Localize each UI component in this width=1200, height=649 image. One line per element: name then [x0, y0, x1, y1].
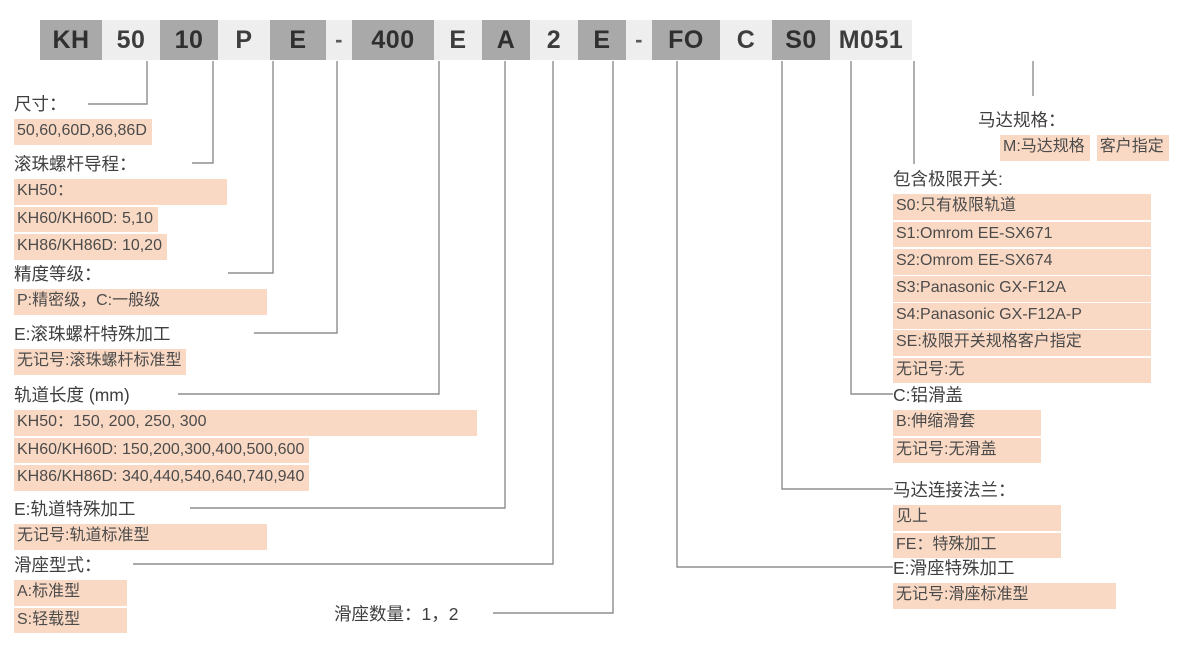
annotation-limit-switch-heading: 包含极限开关:: [893, 169, 1003, 189]
leader-ballscrew-lead: [192, 61, 214, 164]
annotation-limit-switch-row-6: 无记号:无: [893, 357, 1151, 384]
annotation-slider-type-row-1: S:轻载型: [14, 607, 127, 634]
leader-accuracy: [228, 61, 274, 274]
annotation-slider-type-row-0: A:标准型: [14, 580, 127, 607]
code-cell-8: A: [482, 20, 530, 60]
code-cell-11: -: [626, 20, 652, 60]
code-cell-14: S0: [772, 20, 830, 60]
annotation-limit-switch-row-2: S2:Omrom EE-SX674: [893, 248, 1151, 275]
code-cell-12: FO: [652, 20, 720, 60]
code-cell-15: M051: [830, 20, 912, 60]
code-cell-2: 10: [160, 20, 218, 60]
annotation-motor-spec-row-1: 客户指定: [1096, 135, 1169, 162]
code-cell-9: 2: [530, 20, 578, 60]
leader-slider-qty: [493, 61, 614, 614]
annotation-ballscrew-special-heading: E:滚珠螺杆特殊加工: [14, 324, 171, 344]
annotation-limit-switch-row-4: S4:Panasonic GX-F12A-P: [893, 303, 1151, 329]
model-code-bar: KH 50 10 P E -400 E A 2 E - FO C S0 M051: [40, 20, 912, 60]
annotation-accuracy-grade: 精度等级： P:精密级，C:一般级: [14, 262, 267, 317]
annotation-cover-type-heading: C:铝滑盖: [893, 385, 963, 405]
annotation-ballscrew-lead-row-2: KH86/KH86D: 10,20: [14, 233, 167, 260]
annotation-rail-length-heading: 轨道长度 (mm): [14, 385, 130, 405]
annotation-ballscrew-special: E:滚珠螺杆特殊加工 无记号:滚珠螺杆标准型: [14, 322, 187, 377]
annotation-motor-flange: 马达连接法兰： 见上 FE：特殊加工: [893, 478, 1061, 560]
annotation-ballscrew-lead-row-0: KH50：: [14, 179, 227, 206]
annotation-accuracy-grade-row-0: P:精密级，C:一般级: [14, 289, 267, 316]
annotation-limit-switch-row-5: SE:极限开关规格客户指定: [893, 330, 1151, 357]
annotation-size-row-0: 50,60,60D,86,86D: [14, 119, 152, 146]
annotation-rail-length-row-0: KH50：150, 200, 250, 300: [14, 410, 477, 437]
annotation-ballscrew-lead: 滚珠螺杆导程： KH50： KH60/KH60D: 5,10 KH86/KH86…: [14, 152, 227, 261]
annotation-limit-switch-row-3: S3:Panasonic GX-F12A: [893, 276, 1151, 302]
annotation-cover-type: C:铝滑盖 B:伸缩滑套 无记号:无滑盖: [893, 383, 1041, 465]
annotation-limit-switch-row-0: S0:只有极限轨道: [893, 194, 1151, 221]
code-cell-10: E: [578, 20, 626, 60]
annotation-rail-length: 轨道长度 (mm) KH50：150, 200, 250, 300 KH60/K…: [14, 383, 477, 492]
annotation-size: 尺寸： 50,60,60D,86,86D: [14, 92, 152, 147]
annotation-rail-special: E:轨道特殊加工 无记号:轨道标准型: [14, 497, 267, 552]
annotation-ballscrew-special-row-0: 无记号:滚珠螺杆标准型: [14, 349, 187, 376]
leader-slider-special: [676, 61, 893, 568]
annotation-slider-special-row-0: 无记号:滑座标准型: [893, 583, 1116, 610]
annotation-rail-length-row-1: KH60/KH60D: 150,200,300,400,500,600: [14, 437, 310, 464]
code-cell-6: 400: [352, 20, 434, 60]
annotation-rail-length-row-2: KH86/KH86D: 340,440,540,640,740,940: [14, 464, 310, 491]
leader-cover-type: [850, 61, 893, 395]
annotation-motor-flange-heading: 马达连接法兰：: [893, 480, 1016, 500]
annotation-slider-qty: 滑座数量：1，2: [334, 602, 458, 629]
annotation-slider-special-heading: E:滑座特殊加工: [893, 558, 1015, 578]
code-cell-3: P: [218, 20, 270, 60]
annotation-motor-spec: 马达规格： M:马达规格 客户指定: [978, 108, 1176, 163]
annotation-motor-flange-row-1: FE：特殊加工: [893, 532, 1061, 559]
annotation-rail-special-row-0: 无记号:轨道标准型: [14, 524, 267, 551]
annotation-motor-flange-row-0: 见上: [893, 505, 1061, 532]
annotation-motor-spec-heading: 马达规格：: [978, 110, 1066, 130]
annotation-ballscrew-lead-row-1: KH60/KH60D: 5,10: [14, 206, 159, 233]
annotation-slider-type-heading: 滑座型式：: [14, 555, 102, 575]
code-cell-1: 50: [102, 20, 160, 60]
code-cell-0: KH: [40, 20, 102, 60]
annotation-accuracy-grade-heading: 精度等级：: [14, 264, 102, 284]
code-cell-7: E: [434, 20, 482, 60]
annotation-size-heading: 尺寸：: [14, 94, 67, 114]
annotation-slider-qty-heading: 滑座数量：1，2: [334, 604, 459, 624]
annotation-slider-type: 滑座型式： A:标准型 S:轻载型: [14, 553, 127, 635]
annotation-rail-special-heading: E:轨道特殊加工: [14, 499, 136, 519]
annotation-cover-type-row-1: 无记号:无滑盖: [893, 437, 1041, 464]
leader-motor-flange: [781, 61, 893, 490]
annotation-motor-spec-row-0: M:马达规格: [1000, 135, 1090, 162]
code-cell-13: C: [720, 20, 772, 60]
annotation-ballscrew-lead-heading: 滚珠螺杆导程：: [14, 154, 137, 174]
code-cell-5: -: [326, 20, 352, 60]
annotation-limit-switch-row-1: S1:Omrom EE-SX671: [893, 221, 1151, 248]
annotation-limit-switch: 包含极限开关: S0:只有极限轨道 S1:Omrom EE-SX671 S2:O…: [893, 167, 1151, 385]
annotation-cover-type-row-0: B:伸缩滑套: [893, 410, 1041, 437]
code-cell-4: E: [270, 20, 326, 60]
annotation-slider-special: E:滑座特殊加工 无记号:滑座标准型: [893, 556, 1116, 611]
